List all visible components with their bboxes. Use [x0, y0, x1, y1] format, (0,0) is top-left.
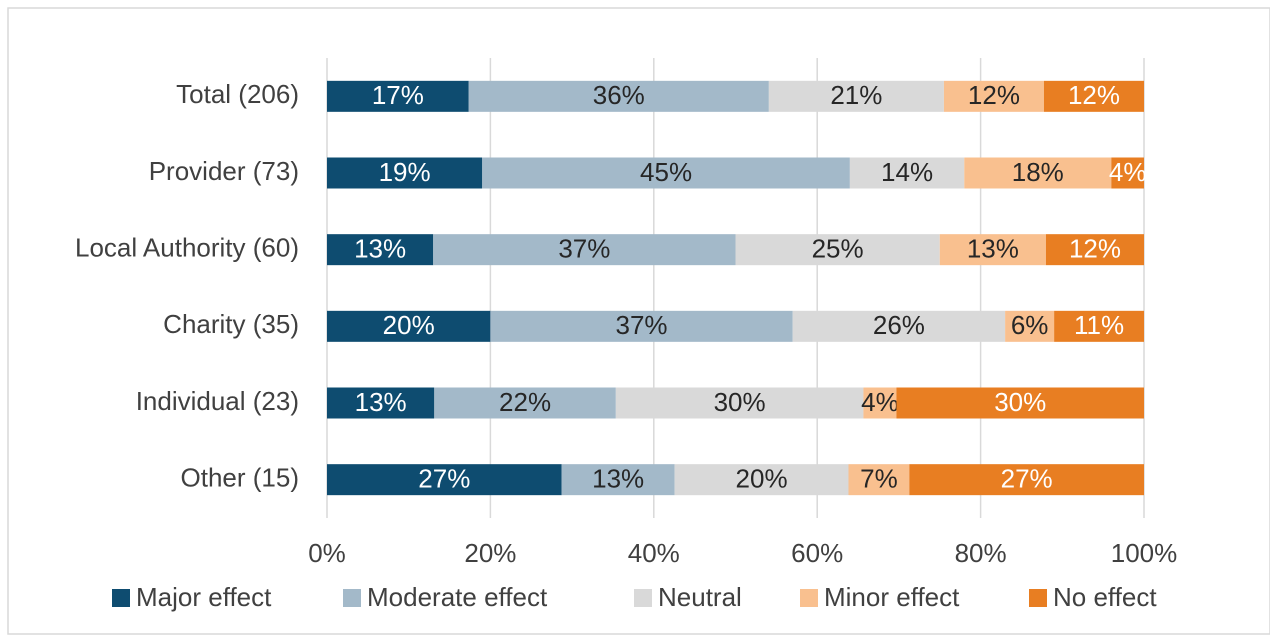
- y-tick-label: Charity (35): [163, 309, 299, 339]
- bar-segment: [327, 464, 562, 496]
- bar-segment: [615, 387, 864, 419]
- bar-segment: [1111, 157, 1144, 189]
- data-label: 6%: [1011, 310, 1049, 340]
- bar-segment: [943, 80, 1044, 112]
- bar-segment: [327, 310, 491, 342]
- bar-segment: [1045, 234, 1144, 266]
- data-label: 4%: [861, 387, 899, 417]
- bar-segment: [1054, 310, 1144, 342]
- bar-segment: [674, 464, 849, 496]
- y-tick-label: Total (206): [176, 79, 299, 109]
- data-label: 4%: [1109, 157, 1147, 187]
- legend-label: Minor effect: [824, 582, 960, 612]
- data-label: 26%: [873, 310, 925, 340]
- legend-label: Major effect: [136, 582, 272, 612]
- data-label: 25%: [812, 234, 864, 264]
- y-tick-label: Individual (23): [136, 386, 299, 416]
- data-label: 12%: [968, 80, 1020, 110]
- legend-label: Moderate effect: [367, 582, 548, 612]
- legend-swatch: [112, 589, 130, 607]
- data-label: 37%: [558, 234, 610, 264]
- legend-swatch: [1029, 589, 1047, 607]
- data-label: 20%: [736, 464, 788, 494]
- bar-segment: [863, 387, 897, 419]
- data-label: 30%: [714, 387, 766, 417]
- legend-swatch: [800, 589, 818, 607]
- legend-label: Neutral: [658, 582, 742, 612]
- data-label: 11%: [1074, 310, 1124, 340]
- bar-segment: [1005, 310, 1055, 342]
- data-label: 37%: [616, 310, 668, 340]
- bar-segment: [768, 80, 944, 112]
- bar-segment: [327, 234, 434, 266]
- data-label: 22%: [499, 387, 551, 417]
- data-label: 17%: [372, 80, 424, 110]
- data-label: 30%: [994, 387, 1046, 417]
- data-label: 20%: [383, 310, 435, 340]
- data-label: 13%: [355, 387, 407, 417]
- data-label: 19%: [379, 157, 431, 187]
- bar-segment: [896, 387, 1144, 419]
- bar-segment: [964, 157, 1112, 189]
- bar-segment: [490, 310, 793, 342]
- bar-segment: [434, 387, 616, 419]
- x-tick-label: 100%: [1111, 538, 1178, 568]
- y-tick-label: Provider (73): [149, 156, 299, 186]
- data-label: 27%: [1001, 464, 1053, 494]
- legend-swatch: [634, 589, 652, 607]
- data-label: 7%: [860, 464, 898, 494]
- x-tick-label: 80%: [955, 538, 1007, 568]
- x-tick-label: 40%: [628, 538, 680, 568]
- data-label: 14%: [881, 157, 933, 187]
- bar-segment: [909, 464, 1144, 496]
- bar-segment: [792, 310, 1006, 342]
- bar-segment: [327, 387, 435, 419]
- x-tick-label: 60%: [791, 538, 843, 568]
- bar-segment: [1043, 80, 1144, 112]
- data-label: 12%: [1069, 234, 1121, 264]
- data-label: 27%: [418, 464, 470, 494]
- data-label: 18%: [1012, 157, 1064, 187]
- legend-label: No effect: [1053, 582, 1157, 612]
- y-tick-label: Other (15): [181, 463, 300, 493]
- x-tick-label: 20%: [464, 538, 516, 568]
- bar-segment: [735, 234, 940, 266]
- bar-segment: [327, 157, 483, 189]
- data-label: 12%: [1068, 80, 1120, 110]
- data-label: 13%: [592, 464, 644, 494]
- bar-segment: [482, 157, 850, 189]
- legend-swatch: [343, 589, 361, 607]
- data-label: 21%: [830, 80, 882, 110]
- bar-segment: [849, 157, 965, 189]
- x-tick-label: 0%: [308, 538, 346, 568]
- bar-segment: [468, 80, 769, 112]
- data-label: 36%: [593, 80, 645, 110]
- data-label: 13%: [354, 234, 406, 264]
- bar-segment: [939, 234, 1046, 266]
- y-tick-label: Local Authority (60): [75, 233, 299, 263]
- bar-segment: [848, 464, 910, 496]
- bar-segment: [327, 80, 469, 112]
- bar-segment: [433, 234, 736, 266]
- bar-segment: [561, 464, 675, 496]
- data-label: 45%: [640, 157, 692, 187]
- data-label: 13%: [967, 234, 1019, 264]
